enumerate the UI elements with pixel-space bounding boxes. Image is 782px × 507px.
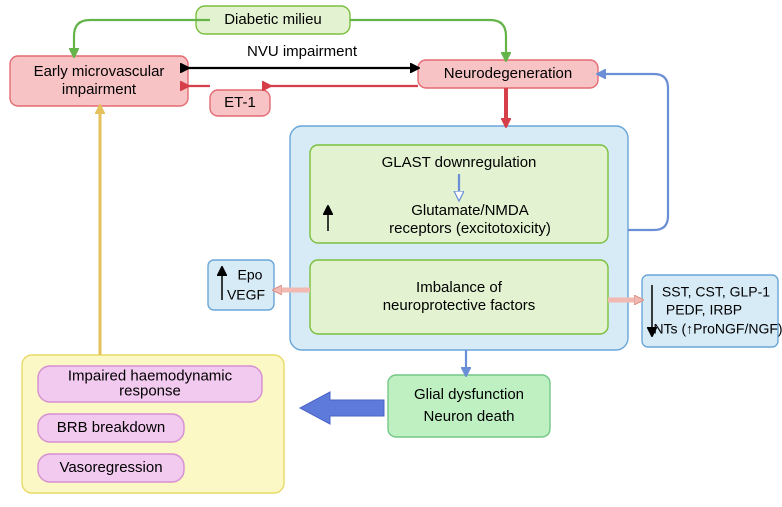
imbalance: Imbalance ofneuroprotective factors bbox=[310, 260, 608, 334]
imbalance-label: neuroprotective factors bbox=[383, 297, 536, 314]
epo-l1: Epo bbox=[238, 267, 263, 283]
vaso-label: Vasoregression bbox=[59, 459, 162, 476]
glast-bot-l1: Glutamate/NMDA bbox=[411, 202, 529, 219]
sst_l2: PEDF, IRBP bbox=[666, 302, 742, 318]
glial-label: Glial dysfunction bbox=[414, 386, 524, 403]
impaired: Impaired haemodynamicresponse bbox=[38, 366, 262, 402]
impaired-label: response bbox=[119, 382, 181, 399]
brb: BRB breakdown bbox=[38, 414, 184, 442]
neurodeg-label: Neurodegeneration bbox=[444, 65, 572, 82]
imbalance-label: Imbalance of bbox=[416, 279, 503, 296]
diabetic-label: Diabetic milieu bbox=[224, 11, 322, 28]
epo-l2: VEGF bbox=[227, 287, 265, 303]
glial: Glial dysfunction Neuron death bbox=[388, 375, 550, 437]
neurodeg: Neurodegeneration bbox=[418, 60, 598, 88]
brb-label: BRB breakdown bbox=[57, 419, 165, 436]
glast-bot-l2: receptors (excitotoxicity) bbox=[389, 220, 551, 237]
nvu-label: NVU impairment bbox=[247, 43, 358, 60]
et1-label: ET-1 bbox=[224, 94, 256, 111]
glial-label: Neuron death bbox=[424, 408, 515, 425]
sst_l1: SST, CST, GLP-1 bbox=[662, 284, 770, 300]
early-label: Early microvascular bbox=[34, 63, 165, 80]
early-label: impairment bbox=[62, 81, 137, 98]
glast-top-label: GLAST downregulation bbox=[382, 154, 537, 171]
diabetic: Diabetic milieu bbox=[196, 6, 350, 34]
sst_l3: NTs (↑ProNGF/NGF) bbox=[653, 321, 782, 337]
early: Early microvascularimpairment bbox=[10, 56, 188, 106]
et1: ET-1 bbox=[210, 90, 270, 116]
vaso: Vasoregression bbox=[38, 454, 184, 482]
